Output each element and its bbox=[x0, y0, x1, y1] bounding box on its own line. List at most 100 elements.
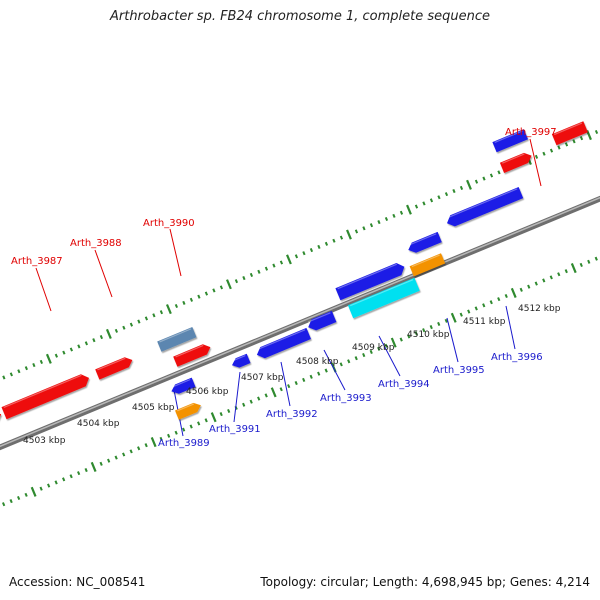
forward-major-tick bbox=[346, 229, 352, 240]
forward-minor-tick bbox=[414, 204, 419, 209]
gene-layer bbox=[0, 121, 588, 420]
reverse-minor-tick bbox=[69, 474, 73, 479]
forward-minor-tick bbox=[309, 248, 314, 253]
reverse-gene-label: Arth_3992 bbox=[266, 409, 318, 420]
label-leader-line bbox=[505, 305, 516, 350]
reverse-minor-tick bbox=[474, 306, 478, 311]
reverse-major-tick bbox=[390, 337, 397, 348]
reverse-minor-tick bbox=[249, 399, 253, 404]
reverse-minor-tick bbox=[347, 359, 351, 364]
gene-arrow bbox=[256, 327, 311, 359]
backbone-layer bbox=[0, 195, 600, 451]
reverse-minor-tick bbox=[204, 418, 208, 423]
reverse-minor-tick bbox=[84, 467, 88, 473]
backbone-line bbox=[0, 195, 600, 451]
reverse-minor-tick bbox=[324, 368, 328, 373]
kbp-tick-label: 4511 kbp bbox=[463, 317, 506, 327]
gene-highlight bbox=[159, 328, 192, 343]
gene-highlight bbox=[171, 378, 191, 388]
reverse-minor-tick bbox=[54, 480, 58, 485]
reverse-major-tick bbox=[570, 263, 577, 274]
forward-major-tick bbox=[286, 254, 292, 265]
forward-minor-tick bbox=[62, 350, 66, 355]
forward-minor-tick bbox=[159, 310, 164, 315]
label-leader-line bbox=[233, 371, 241, 423]
reverse-minor-tick bbox=[264, 393, 268, 398]
gene-arrow bbox=[335, 263, 405, 301]
forward-major-tick bbox=[165, 304, 172, 315]
reverse-minor-tick bbox=[227, 408, 231, 414]
forward-minor-tick bbox=[69, 347, 73, 352]
forward-minor-tick bbox=[579, 136, 584, 141]
forward-major-tick bbox=[45, 353, 52, 364]
forward-major-tick bbox=[225, 279, 232, 290]
forward-minor-tick bbox=[362, 226, 366, 231]
forward-minor-tick bbox=[242, 275, 246, 281]
reverse-minor-tick bbox=[197, 421, 201, 426]
reverse-minor-tick bbox=[549, 275, 553, 280]
forward-minor-tick bbox=[264, 266, 269, 271]
gene-arrow bbox=[409, 253, 446, 277]
reverse-minor-tick bbox=[482, 303, 486, 308]
forward-minor-tick bbox=[272, 263, 276, 268]
reverse-minor-tick bbox=[504, 293, 508, 299]
reverse-minor-tick bbox=[62, 477, 66, 482]
reverse-minor-tick bbox=[422, 328, 426, 333]
reverse-minor-tick bbox=[77, 471, 81, 476]
reverse-minor-tick bbox=[429, 325, 433, 330]
gene-highlight bbox=[408, 233, 437, 246]
reverse-major-tick bbox=[90, 461, 97, 472]
kbp-tick-label: 4509 kbp bbox=[352, 343, 395, 353]
gene-highlight bbox=[175, 344, 204, 358]
reverse-minor-tick bbox=[174, 430, 178, 435]
reverse-gene-label: Arth_3993 bbox=[320, 393, 372, 404]
reverse-minor-tick bbox=[47, 483, 51, 488]
forward-minor-tick bbox=[339, 235, 344, 240]
reverse-minor-tick bbox=[354, 356, 358, 361]
label-leader-line bbox=[280, 361, 291, 407]
accession-text: Accession: NC_008541 bbox=[9, 575, 146, 589]
forward-minor-tick bbox=[129, 322, 134, 327]
forward-minor-tick bbox=[392, 213, 396, 218]
label-leader-line bbox=[94, 249, 113, 298]
forward-minor-tick bbox=[234, 279, 239, 284]
gene-highlight bbox=[97, 357, 126, 371]
kbp-tick-label: 4504 kbp bbox=[77, 419, 120, 429]
forward-minor-tick bbox=[197, 294, 201, 299]
reverse-minor-tick bbox=[579, 262, 583, 267]
reverse-minor-tick bbox=[377, 346, 381, 351]
forward-minor-tick bbox=[594, 129, 599, 135]
reverse-major-tick bbox=[270, 387, 277, 398]
gene-arrow bbox=[499, 152, 532, 173]
reverse-minor-tick bbox=[114, 455, 118, 460]
forward-gene-label: Arth_3990 bbox=[143, 218, 195, 229]
gene-arrow bbox=[95, 357, 133, 380]
reverse-minor-tick bbox=[369, 349, 373, 354]
gene-highlight bbox=[501, 153, 525, 164]
forward-minor-tick bbox=[384, 216, 389, 222]
forward-minor-tick bbox=[482, 176, 486, 181]
reverse-gene-label: Arth_3995 bbox=[433, 365, 485, 376]
reverse-minor-tick bbox=[9, 499, 13, 504]
forward-minor-tick bbox=[9, 372, 13, 377]
reverse-minor-tick bbox=[407, 334, 411, 339]
forward-minor-tick bbox=[549, 148, 554, 153]
reverse-minor-tick bbox=[587, 259, 591, 264]
forward-minor-tick bbox=[354, 229, 359, 234]
reverse-minor-tick bbox=[279, 387, 283, 392]
reverse-minor-tick bbox=[362, 353, 366, 358]
reverse-minor-tick bbox=[39, 486, 43, 491]
forward-minor-tick bbox=[564, 142, 569, 147]
forward-minor-tick bbox=[279, 260, 284, 265]
reverse-gene-label: Arth_3991 bbox=[209, 424, 261, 435]
gene-arrow bbox=[347, 277, 420, 319]
forward-minor-tick bbox=[99, 335, 104, 340]
label-leader-line bbox=[378, 335, 401, 377]
forward-minor-tick bbox=[257, 269, 261, 274]
reverse-major-tick bbox=[210, 412, 217, 423]
reverse-minor-tick bbox=[302, 377, 306, 382]
map-title: Arthrobacter sp. FB24 chromosome 1, comp… bbox=[109, 9, 491, 24]
kbp-tick-label: 4503 kbp bbox=[23, 436, 66, 446]
forward-major-tick bbox=[406, 204, 412, 215]
forward-gene-label: Arth_3987 bbox=[11, 256, 63, 267]
